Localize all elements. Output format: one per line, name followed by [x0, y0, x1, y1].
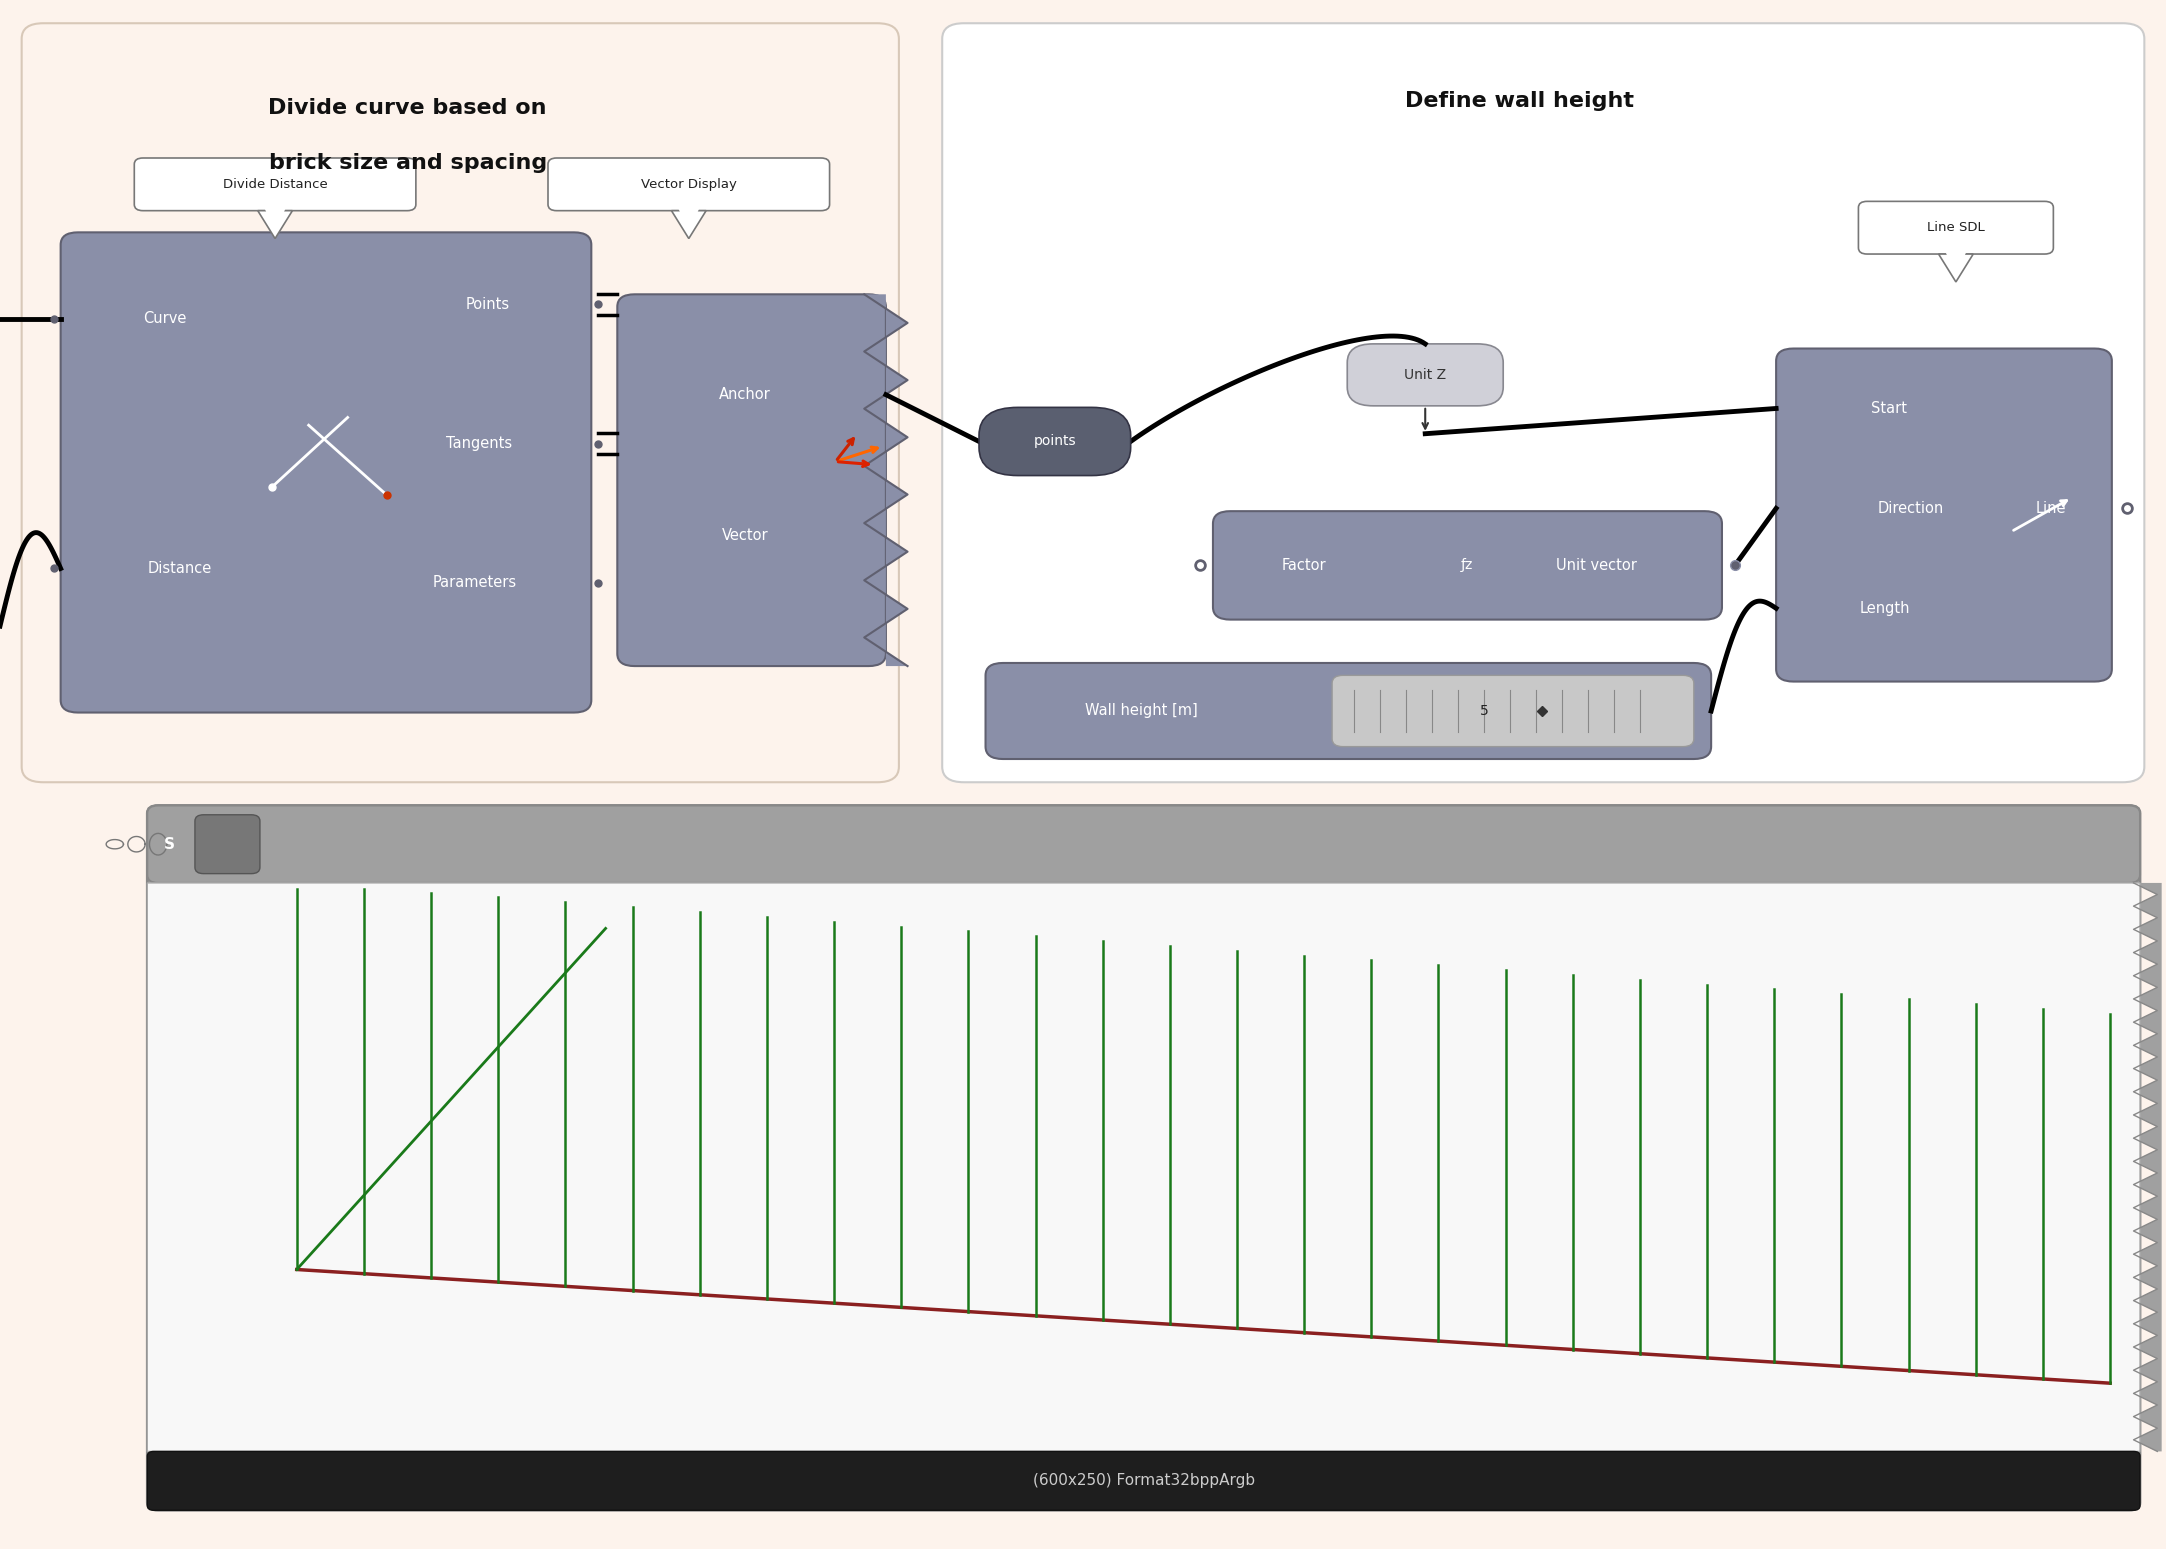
Text: S: S — [162, 836, 175, 852]
Text: Length: Length — [1858, 601, 1910, 617]
FancyBboxPatch shape — [942, 23, 2144, 782]
Text: Define wall height: Define wall height — [1406, 91, 1633, 110]
Text: Start: Start — [1871, 401, 1906, 417]
Text: Vector: Vector — [721, 528, 769, 544]
FancyBboxPatch shape — [1858, 201, 2053, 254]
Text: 5: 5 — [1479, 703, 1488, 719]
FancyBboxPatch shape — [617, 294, 886, 666]
FancyBboxPatch shape — [1332, 675, 1694, 747]
Text: Line: Line — [2036, 500, 2066, 516]
Polygon shape — [264, 208, 286, 232]
Text: Factor: Factor — [1282, 558, 1326, 573]
Text: Vector Display: Vector Display — [641, 178, 736, 191]
Text: Curve: Curve — [143, 311, 186, 327]
FancyBboxPatch shape — [1776, 349, 2112, 682]
Text: Divide curve based on: Divide curve based on — [269, 99, 546, 118]
Text: ƒz: ƒz — [1462, 558, 1473, 573]
FancyBboxPatch shape — [1347, 344, 1503, 406]
Text: Wall height [m]: Wall height [m] — [1085, 703, 1198, 719]
Polygon shape — [1939, 254, 1973, 282]
Text: (600x250) Format32bppArgb: (600x250) Format32bppArgb — [1033, 1473, 1254, 1489]
Text: Tangents: Tangents — [446, 437, 511, 451]
Text: Unit vector: Unit vector — [1555, 558, 1637, 573]
FancyBboxPatch shape — [195, 815, 260, 874]
Text: Anchor: Anchor — [719, 387, 771, 403]
Polygon shape — [864, 294, 908, 666]
Text: Distance: Distance — [147, 561, 212, 576]
Text: Unit Z: Unit Z — [1404, 367, 1447, 383]
Text: Line SDL: Line SDL — [1928, 222, 1984, 234]
FancyBboxPatch shape — [61, 232, 591, 713]
Text: points: points — [1033, 434, 1077, 449]
Text: brick size and spacing: brick size and spacing — [269, 153, 546, 172]
FancyBboxPatch shape — [134, 158, 416, 211]
FancyBboxPatch shape — [548, 158, 830, 211]
Polygon shape — [2134, 883, 2162, 1451]
Text: Points: Points — [466, 297, 509, 311]
FancyBboxPatch shape — [22, 23, 899, 782]
Polygon shape — [671, 211, 706, 239]
Text: Direction: Direction — [1878, 500, 1943, 516]
Polygon shape — [258, 211, 292, 239]
FancyBboxPatch shape — [986, 663, 1711, 759]
Polygon shape — [1945, 251, 1967, 276]
FancyBboxPatch shape — [147, 805, 2140, 1510]
FancyBboxPatch shape — [1213, 511, 1722, 620]
FancyBboxPatch shape — [147, 1451, 2140, 1510]
FancyBboxPatch shape — [147, 883, 2140, 1451]
Polygon shape — [678, 208, 700, 232]
FancyBboxPatch shape — [147, 805, 2140, 883]
Text: Divide Distance: Divide Distance — [223, 178, 327, 191]
Text: Parameters: Parameters — [433, 575, 516, 590]
FancyBboxPatch shape — [979, 407, 1131, 476]
